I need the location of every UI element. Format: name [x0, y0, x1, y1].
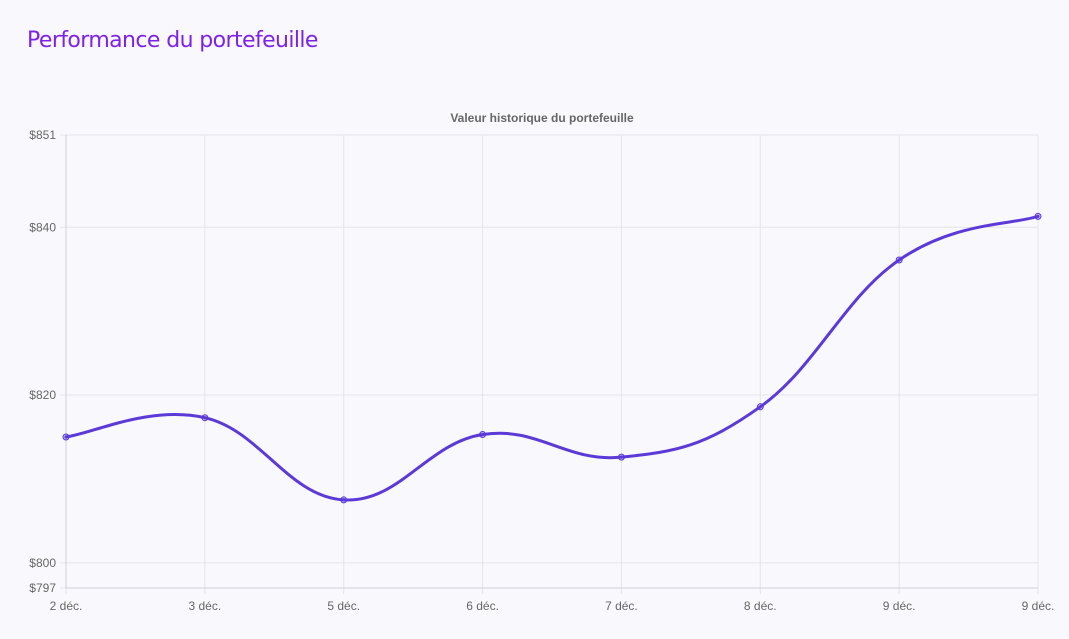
- chart-title: Valeur historique du portefeuille: [450, 111, 634, 125]
- axes: [65, 135, 1038, 589]
- chart-container: Valeur historique du portefeuille $797 $8…: [0, 100, 1069, 634]
- series-layer: [62, 212, 1042, 504]
- x-tick-label: 5 déc.: [327, 599, 360, 613]
- x-tick-label: 9 déc.: [883, 599, 916, 613]
- x-tick-label: 8 déc.: [744, 599, 777, 613]
- y-tick-label: $797: [29, 581, 56, 595]
- grid-lines: [60, 134, 1039, 594]
- series-line: [64, 214, 1040, 502]
- x-tick-label: 3 déc.: [189, 599, 222, 613]
- portfolio-line-chart: Valeur historique du portefeuille $797 $8…: [29, 111, 1054, 613]
- x-tick-label: 9 déc.: [1022, 599, 1055, 613]
- y-tick-label: $840: [29, 220, 56, 234]
- y-tick-label: $820: [29, 388, 56, 402]
- data-point: [756, 403, 764, 411]
- x-tick-label: 7 déc.: [605, 599, 638, 613]
- y-tick-label: $851: [29, 128, 56, 142]
- data-point: [1034, 212, 1042, 220]
- data-point: [62, 433, 70, 441]
- x-tick-label: 2 déc.: [50, 599, 83, 613]
- x-tick-label: 6 déc.: [466, 599, 499, 613]
- page-title: Performance du portefeuille: [27, 28, 318, 53]
- data-point: [617, 453, 625, 461]
- tick-labels: $797 $800 $820 $840 $851 2 déc. 3 déc. 5 déc. 6 …: [29, 128, 1054, 613]
- data-point: [895, 256, 903, 264]
- data-point: [340, 496, 348, 504]
- data-point: [201, 414, 209, 422]
- y-tick-label: $800: [29, 556, 56, 570]
- data-point: [479, 430, 487, 438]
